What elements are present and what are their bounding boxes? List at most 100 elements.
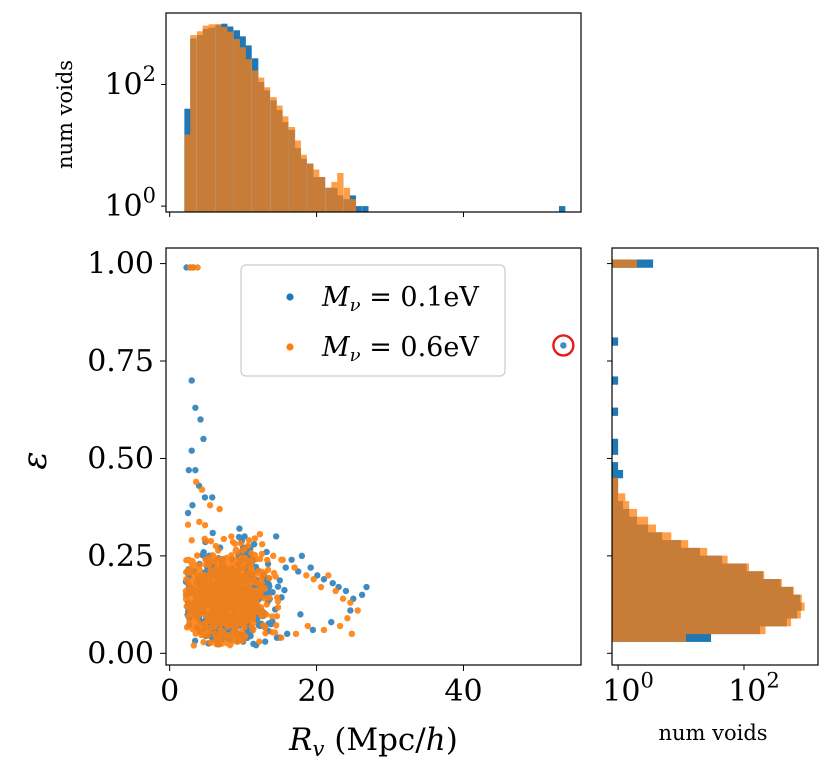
scatter-point	[192, 404, 199, 411]
scatter-point	[192, 478, 200, 486]
scatter-point	[276, 577, 284, 584]
scatter-point	[304, 622, 311, 630]
histogram-bar	[276, 105, 283, 212]
scatter-point	[347, 599, 354, 606]
scatter-point	[259, 540, 266, 548]
scatter-point	[250, 640, 257, 648]
scatter-point	[256, 638, 263, 645]
scatter-point	[185, 556, 192, 563]
legend: Mν = 0.1eV Mν = 0.6eV	[240, 264, 506, 377]
histogram-bar	[312, 169, 320, 212]
scatter-point	[188, 537, 195, 544]
scatter-point	[244, 612, 251, 620]
scatter-point	[273, 622, 280, 629]
y-tick-label: 0.25	[87, 539, 154, 574]
scatter-point	[325, 572, 332, 579]
histogram-bar	[288, 127, 296, 212]
scatter-point	[251, 535, 259, 542]
scatter-point	[228, 533, 235, 540]
histogram-bar	[612, 602, 805, 611]
scatter-point	[194, 620, 201, 627]
scatter-point	[317, 583, 325, 591]
scatter-point	[320, 576, 328, 583]
scatter-point	[247, 561, 254, 568]
scatter-point	[258, 550, 266, 558]
scatter-point	[282, 564, 289, 571]
scatter-point	[238, 554, 245, 561]
histogram-bar	[307, 163, 314, 212]
histogram-bar	[612, 516, 649, 526]
scatter-point	[196, 603, 203, 610]
scatter-point	[269, 589, 276, 596]
scatter-point	[297, 611, 304, 618]
scatter-point	[273, 634, 281, 641]
scatter-point	[279, 556, 286, 563]
scatter-point	[263, 611, 270, 618]
histogram-bar	[612, 563, 749, 572]
scatter-point	[188, 447, 195, 454]
scatter-point	[201, 521, 209, 529]
x-tick-label: 40	[444, 674, 482, 709]
series-orange	[612, 259, 805, 642]
histogram-bar	[184, 134, 191, 212]
scatter-point	[212, 630, 219, 638]
scatter-point	[303, 572, 310, 579]
scatter-point	[215, 547, 222, 554]
scatter-point	[209, 552, 216, 559]
histogram-bar	[270, 97, 277, 212]
y-tick-label: 100	[104, 184, 156, 225]
scatter-point	[201, 578, 208, 586]
scatter-point	[292, 630, 300, 638]
scatter-point	[200, 435, 207, 443]
scatter-point	[232, 584, 239, 591]
scatter-point	[354, 607, 361, 614]
scatter-point	[274, 583, 282, 590]
scatter-point	[238, 581, 245, 588]
scatter-point	[196, 518, 203, 526]
histogram-bar	[612, 532, 672, 541]
histogram-bar	[263, 87, 271, 212]
histogram-bar	[558, 206, 566, 212]
scatter-point	[271, 629, 279, 636]
scatter-point	[220, 535, 228, 543]
scatter-point	[192, 630, 199, 637]
scatter-point	[200, 638, 207, 646]
scatter-point	[224, 598, 231, 605]
scatter-point	[298, 552, 306, 560]
scatter-point	[234, 574, 241, 581]
scatter-point	[263, 601, 270, 608]
legend-marker	[286, 343, 294, 351]
scatter-point	[348, 630, 356, 638]
scatter-point	[235, 601, 243, 609]
scatter-point	[245, 537, 253, 544]
scatter-point	[329, 579, 336, 587]
histogram-bar	[251, 70, 259, 213]
right-histogram: 100 102 num voids	[602, 247, 819, 745]
histogram-bar	[612, 633, 687, 642]
scatter-point	[288, 556, 295, 563]
histogram-bar	[612, 407, 619, 416]
scatter-point	[309, 626, 317, 634]
scatter-point	[248, 550, 255, 557]
histogram-bar	[215, 23, 222, 212]
scatter-point	[232, 547, 239, 555]
legend-marker	[286, 293, 294, 301]
histogram-bar	[208, 24, 215, 213]
scatter-point	[217, 627, 225, 634]
scatter-point	[203, 537, 210, 545]
scatter-point	[249, 627, 257, 634]
scatter-point	[188, 377, 195, 384]
scatter-point	[269, 613, 276, 620]
histogram-bar	[331, 181, 338, 212]
top-histogram: 100 102 num voids	[53, 12, 582, 225]
scatter-point	[272, 533, 280, 540]
scatter-point	[249, 576, 256, 584]
histogram-bar	[612, 555, 728, 564]
scatter-point	[261, 595, 268, 602]
scatter-point	[257, 577, 265, 584]
histogram-bar	[612, 618, 792, 627]
scatter-point	[363, 583, 370, 591]
histogram-bar	[612, 469, 624, 479]
scatter-point	[274, 598, 282, 605]
scatter-point	[218, 609, 226, 616]
